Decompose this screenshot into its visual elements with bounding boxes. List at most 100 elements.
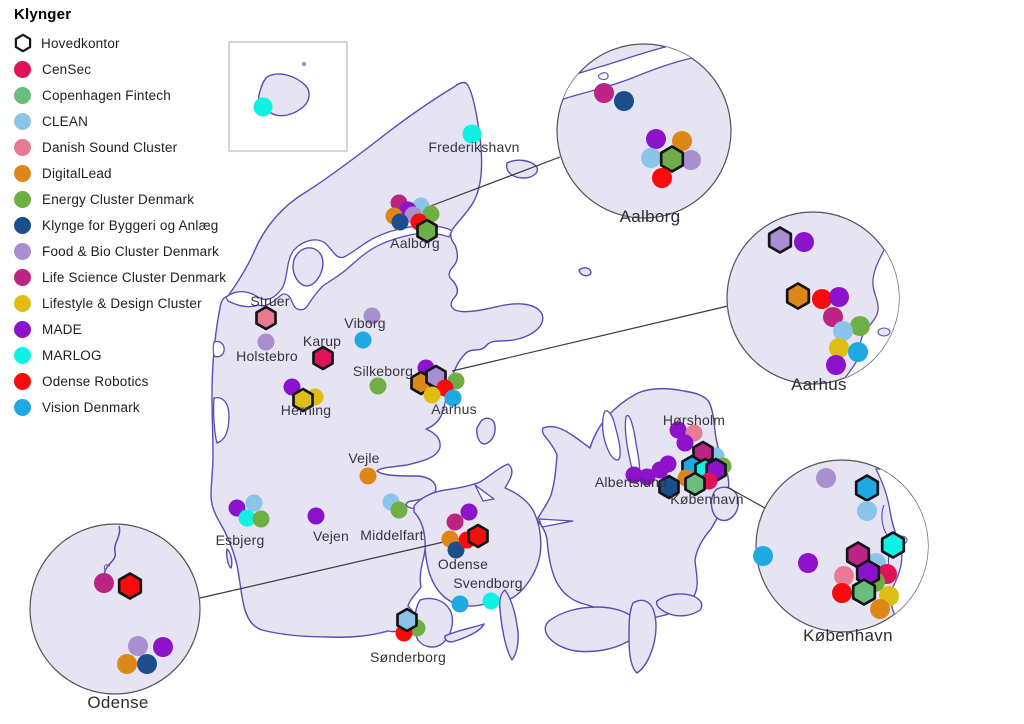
marker-marlog-dot[interactable] (253, 97, 273, 117)
marker-censec-hq[interactable] (312, 345, 334, 371)
marker-vision-hq[interactable] (854, 474, 880, 502)
marker-foodbio-dot[interactable] (816, 468, 836, 488)
marker-vision-dot[interactable] (753, 546, 773, 566)
marker-marlog-dot[interactable] (482, 592, 500, 610)
marker-vision-dot[interactable] (451, 595, 469, 613)
marker-vision-dot[interactable] (848, 342, 868, 362)
marker-made-dot[interactable] (669, 421, 687, 439)
marker-made-dot[interactable] (625, 466, 643, 484)
marker-energy-hq[interactable] (659, 145, 685, 173)
marker-clean-dot[interactable] (245, 494, 263, 512)
marker-byggeri-hq[interactable] (658, 474, 680, 500)
marker-lifescience-dot[interactable] (94, 573, 114, 593)
ringkobing-fjord (212, 397, 230, 444)
markers-main (228, 97, 732, 642)
marker-foodbio-dot[interactable] (128, 636, 148, 656)
marker-digitallead-hq[interactable] (785, 282, 811, 310)
label-middelfart: Middelfart (360, 527, 423, 543)
marker-energy-hq[interactable] (416, 218, 438, 244)
legend-label-byggeri: Klynge for Byggeri og Anlæg (42, 217, 219, 233)
marker-byggeri-dot[interactable] (391, 213, 409, 231)
marker-foodbio-hq[interactable] (767, 226, 793, 254)
marker-odenserobotics-hq[interactable] (467, 523, 489, 549)
marker-made-dot[interactable] (659, 455, 677, 473)
mon-island (655, 593, 703, 617)
marker-digitallead-dot[interactable] (870, 599, 890, 619)
marker-byggeri-dot[interactable] (614, 91, 634, 111)
legend-label-vision: Vision Denmark (42, 399, 140, 415)
legend-label-sound: Danish Sound Cluster (42, 139, 178, 155)
legend-swatch-energy (14, 190, 31, 208)
marker-lifescience-dot[interactable] (446, 513, 464, 531)
marker-made-dot[interactable] (307, 507, 325, 525)
marker-energy-dot[interactable] (252, 510, 270, 528)
marker-marlog-dot[interactable] (462, 124, 482, 144)
legend-swatch-censec (14, 60, 31, 78)
marker-energy-dot[interactable] (850, 316, 870, 336)
marker-vision-dot[interactable] (354, 331, 372, 349)
marker-fintech-hq[interactable] (684, 471, 706, 497)
legend-item-hovedkontor: Hovedkontor (14, 30, 226, 56)
marker-foodbio-dot[interactable] (363, 307, 381, 325)
marker-made-dot[interactable] (460, 503, 478, 521)
falster-island (628, 599, 657, 674)
marker-lifescience-dot[interactable] (823, 307, 843, 327)
marker-made-dot[interactable] (794, 232, 814, 252)
marker-lifestyle-hq[interactable] (292, 387, 314, 413)
marker-foodbio-dot[interactable] (681, 150, 701, 170)
label-aarhus: Aarhus (791, 375, 847, 394)
legend-item-digitallead: DigitalLead (14, 160, 226, 186)
marker-clean-dot[interactable] (833, 321, 853, 341)
legend-swatch-marlog (14, 346, 31, 364)
legend-item-foodbio: Food & Bio Cluster Denmark (14, 238, 226, 264)
marker-vision-dot[interactable] (444, 389, 462, 407)
label-aalborg: Aalborg (620, 207, 681, 226)
marker-made-dot[interactable] (798, 553, 818, 573)
marker-made-dot[interactable] (826, 355, 846, 375)
marker-marlog-dot[interactable] (238, 509, 256, 527)
marker-made-dot[interactable] (676, 434, 694, 452)
marker-sound-dot[interactable] (834, 566, 854, 586)
marker-sound-hq[interactable] (255, 305, 277, 331)
marker-energy-dot[interactable] (369, 377, 387, 395)
connector-layer (199, 156, 766, 599)
marker-lifestyle-dot[interactable] (423, 386, 441, 404)
marker-made-dot[interactable] (829, 287, 849, 307)
label-københavn: København (670, 491, 743, 507)
marker-made-dot[interactable] (153, 637, 173, 657)
label-odense: Odense (87, 693, 148, 712)
marker-foodbio-dot[interactable] (257, 333, 275, 351)
legend-label-fintech: Copenhagen Fintech (42, 87, 171, 103)
legend-item-lifescience: Life Science Cluster Denmark (14, 264, 226, 290)
marker-made-dot[interactable] (646, 129, 666, 149)
samso-island (476, 417, 496, 445)
legend-item-byggeri: Klynge for Byggeri og Anlæg (14, 212, 226, 238)
legend: Klynger Hovedkontor CenSec Copenhagen Fin… (14, 6, 226, 420)
marker-clean-dot[interactable] (857, 501, 877, 521)
marker-byggeri-dot[interactable] (447, 541, 465, 559)
marker-byggeri-dot[interactable] (137, 654, 157, 674)
legend-label-odenserobotics: Odense Robotics (42, 373, 149, 389)
marker-made-dot[interactable] (283, 378, 301, 396)
marker-marlog-hq[interactable] (880, 531, 906, 559)
legend-swatch-digitallead (14, 164, 31, 182)
marker-odenserobotics-dot[interactable] (812, 289, 832, 309)
marker-odenserobotics-dot[interactable] (832, 583, 852, 603)
marker-energy-dot[interactable] (390, 501, 408, 519)
marker-clean-hq[interactable] (396, 607, 418, 633)
inset-connector-line (427, 156, 561, 208)
marker-made-dot[interactable] (638, 468, 656, 486)
marker-energy-dot[interactable] (422, 205, 440, 223)
marker-digitallead-dot[interactable] (672, 131, 692, 151)
marker-digitallead-dot[interactable] (359, 467, 377, 485)
legend-label-energy: Energy Cluster Denmark (42, 191, 195, 207)
marker-clean-dot[interactable] (641, 148, 661, 168)
marker-odenserobotics-dot[interactable] (652, 168, 672, 188)
legend-label-digitallead: DigitalLead (42, 165, 112, 181)
marker-lifestyle-dot[interactable] (829, 338, 849, 358)
marker-odenserobotics-hq[interactable] (117, 572, 143, 600)
legend-label-made: MADE (42, 321, 82, 337)
marker-fintech-hq[interactable] (851, 578, 877, 606)
marker-digitallead-dot[interactable] (117, 654, 137, 674)
marker-lifescience-dot[interactable] (594, 83, 614, 103)
